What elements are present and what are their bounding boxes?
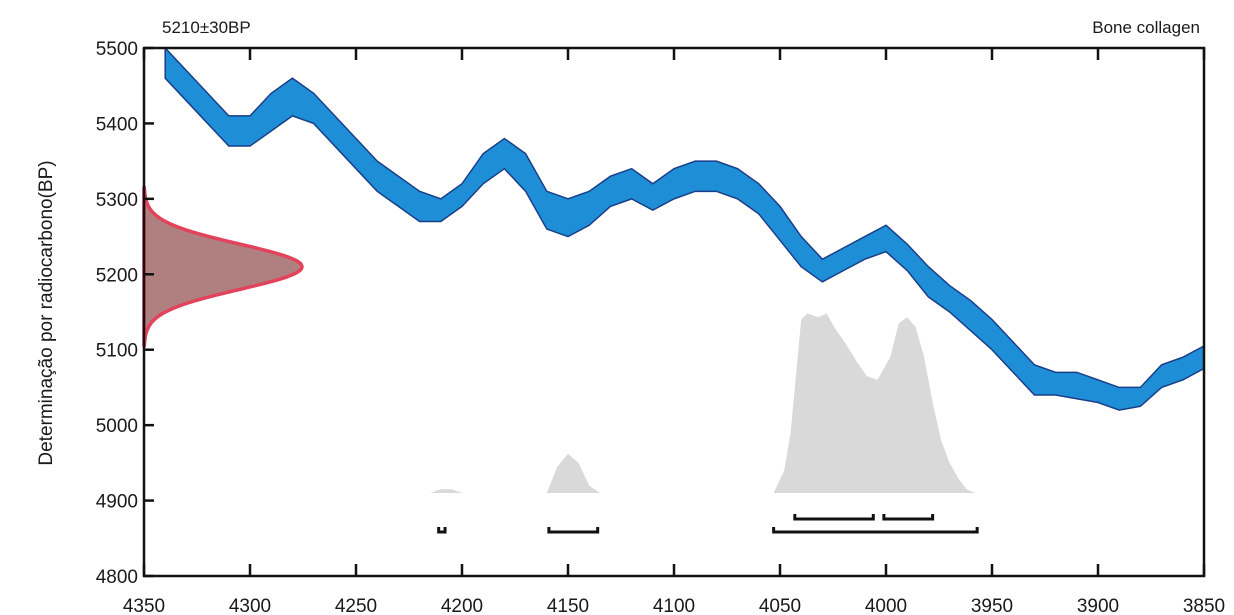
x-tick-label: 4150 — [547, 596, 589, 615]
calibrated-distribution — [430, 313, 976, 494]
range-bar — [547, 527, 600, 534]
y-axis-title: Determinação por radiocarbono(BP) — [36, 160, 57, 465]
x-tick-label: 4250 — [335, 596, 377, 615]
x-tick-label: 4350 — [123, 596, 165, 615]
y-tick-label: 5300 — [96, 190, 138, 211]
range-bar — [437, 527, 447, 534]
range-bar — [793, 514, 875, 521]
y-tick-label: 5500 — [96, 39, 138, 60]
x-tick-label: 4200 — [441, 596, 483, 615]
y-tick-label: 5400 — [96, 114, 138, 135]
y-tick-label: 5100 — [96, 341, 138, 362]
annotation-left: 5210±30BP — [162, 18, 251, 37]
plot-frame — [142, 46, 1206, 578]
x-tick-label: 3900 — [1077, 596, 1119, 615]
x-tick-label: 4000 — [865, 596, 907, 615]
y-tick-label: 5200 — [96, 265, 138, 286]
annotation-right: Bone collagen — [1092, 18, 1200, 37]
y-tick-label: 5000 — [96, 416, 138, 437]
plot-area: 4350 4300 4250 4200 4150 4100 4050 4000 3950 3900… — [96, 39, 1225, 615]
y-tick-label: 4900 — [96, 492, 138, 513]
range-bar — [772, 527, 979, 534]
x-tick-label: 4300 — [229, 596, 271, 615]
radiocarbon-distribution — [142, 185, 304, 348]
x-tick-label: 4050 — [759, 596, 801, 615]
range-bar — [882, 514, 935, 521]
x-tick-label: 3850 — [1183, 596, 1225, 615]
x-tick-label: 3950 — [971, 596, 1013, 615]
y-tick-label: 4800 — [96, 567, 138, 588]
calibration-curve — [164, 48, 1204, 411]
x-tick-label: 4100 — [653, 596, 695, 615]
